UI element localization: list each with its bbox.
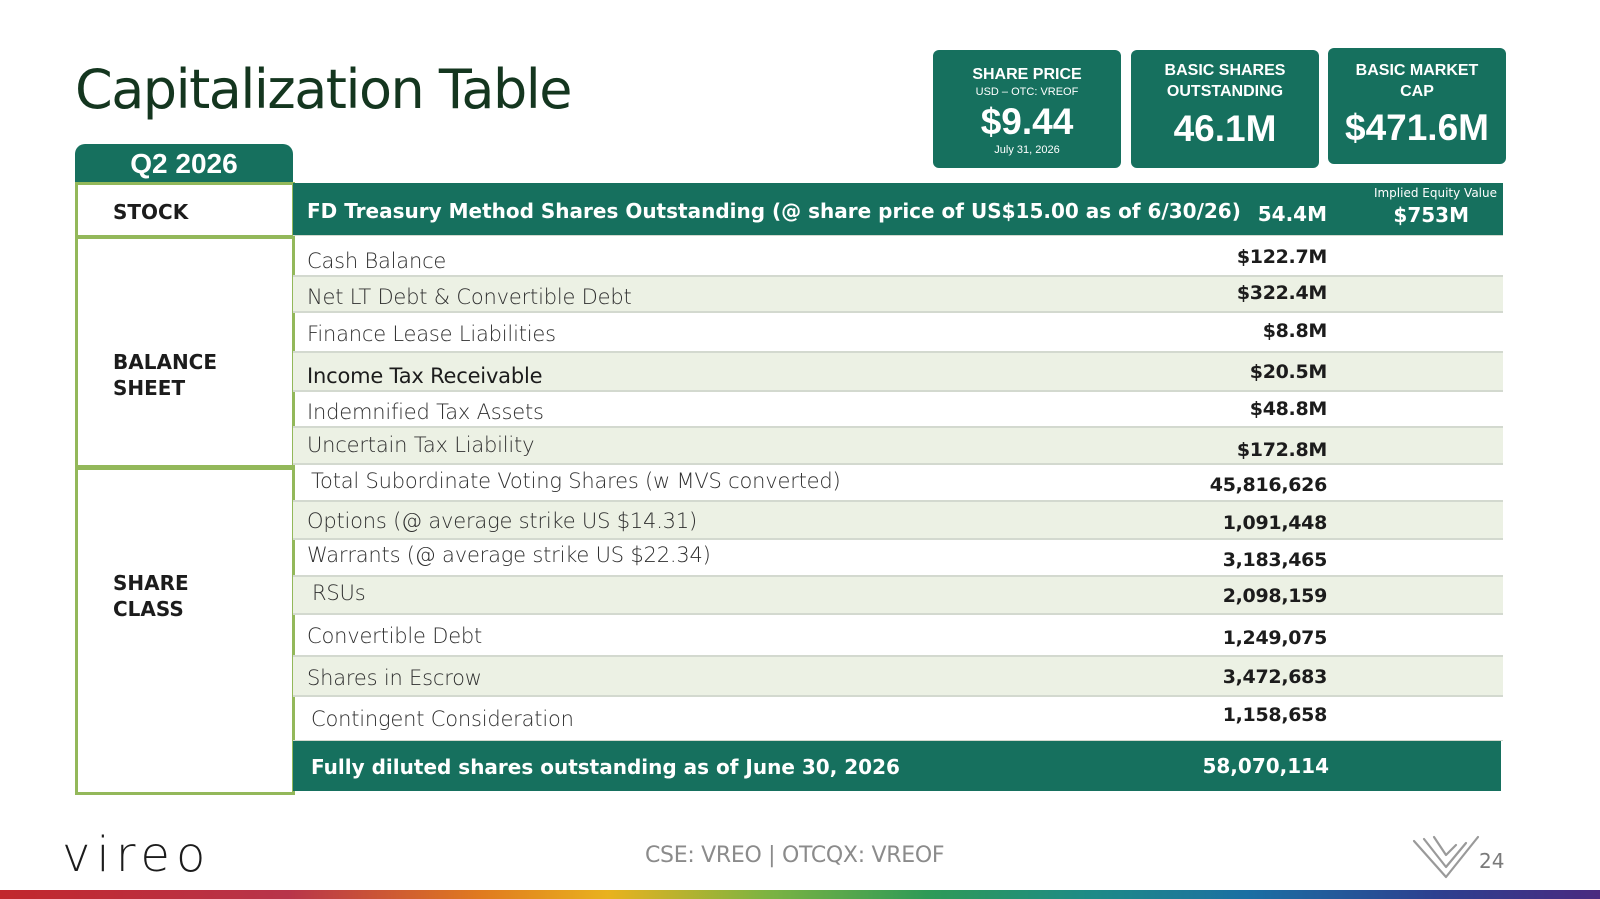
- basic-shares-label: BASIC SHARES OUTSTANDING: [1164, 62, 1286, 100]
- table-row: RSUs 2,098,159: [293, 576, 1503, 614]
- fully-diluted-label: Fully diluted shares outstanding as of J…: [311, 755, 900, 779]
- basic-market-cap-card: BASIC MARKET CAP $471.6M: [1328, 48, 1506, 164]
- table-row: Options (@ average strike US $14.31) 1,0…: [293, 501, 1503, 539]
- fd-treasury-value: 54.4M: [1257, 202, 1327, 226]
- row-label: RSUs: [312, 581, 366, 605]
- row-value: 1,091,448: [1222, 512, 1328, 534]
- table-row: Cash Balance $122.7M: [293, 235, 1503, 276]
- row-label: Contingent Consideration: [311, 707, 574, 731]
- vireo-logo: vireo: [62, 827, 212, 883]
- row-value: $8.8M: [1262, 320, 1328, 342]
- page-number: 24: [1479, 849, 1505, 873]
- implied-equity-label: Implied Equity Value: [1373, 186, 1497, 200]
- basic-shares-card: BASIC SHARES OUTSTANDING 46.1M: [1131, 50, 1319, 168]
- table-row: Shares in Escrow 3,472,683: [293, 656, 1503, 696]
- basic-market-cap-value: $471.6M: [1345, 107, 1489, 148]
- page-title: Capitalization Table: [75, 58, 573, 121]
- section-balance-sheet-label: BALANCE SHEET: [113, 350, 218, 400]
- table-row: Uncertain Tax Liability $172.8M: [293, 427, 1503, 464]
- table-row: Warrants (@ average strike US $22.34) 3,…: [293, 539, 1503, 576]
- row-label: Total Subordinate Voting Shares (w MVS c…: [311, 469, 841, 493]
- row-value: 3,183,465: [1222, 549, 1328, 571]
- fully-diluted-row: Fully diluted shares outstanding as of J…: [293, 741, 1501, 791]
- basic-shares-value: 46.1M: [1173, 108, 1277, 149]
- row-value: 1,158,658: [1222, 704, 1328, 726]
- row-label: Uncertain Tax Liability: [307, 433, 535, 457]
- fd-treasury-row: FD Treasury Method Shares Outstanding (@…: [293, 183, 1503, 235]
- section-share-class-label: SHARE CLASS: [113, 571, 189, 621]
- section-share-class: SHARE CLASS: [75, 467, 295, 795]
- share-price-exchange: USD – OTC: VREOF: [975, 86, 1079, 98]
- table-row: Finance Lease Liabilities $8.8M: [293, 312, 1503, 352]
- fully-diluted-value: 58,070,114: [1202, 754, 1329, 778]
- row-value: 2,098,159: [1222, 585, 1328, 607]
- row-label: Indemnified Tax Assets: [307, 400, 544, 424]
- row-value: $322.4M: [1236, 282, 1327, 304]
- row-label: Options (@ average strike US $14.31): [307, 509, 697, 533]
- row-value: 1,249,075: [1222, 627, 1328, 649]
- share-price-card: SHARE PRICE USD – OTC: VREOF $9.44 July …: [933, 50, 1121, 168]
- table-row: Net LT Debt & Convertible Debt $322.4M: [293, 276, 1503, 312]
- row-value: 45,816,626: [1209, 474, 1328, 496]
- section-balance-sheet: BALANCE SHEET: [75, 236, 295, 468]
- row-label: Convertible Debt: [307, 624, 483, 648]
- fd-treasury-label: FD Treasury Method Shares Outstanding (@…: [307, 199, 1241, 223]
- row-label: Net LT Debt & Convertible Debt: [307, 285, 632, 309]
- row-value: 3,472,683: [1222, 666, 1328, 688]
- vireo-v-mark-icon: [1412, 835, 1480, 879]
- row-value: $20.5M: [1249, 361, 1328, 383]
- row-label: Warrants (@ average strike US $22.34): [307, 543, 711, 567]
- rainbow-footer-bar: [0, 890, 1600, 899]
- row-value: $172.8M: [1236, 439, 1327, 461]
- row-value: $122.7M: [1236, 246, 1327, 268]
- share-price-date: July 31, 2026: [994, 144, 1060, 156]
- table-row: Income Tax Receivable $20.5M: [293, 352, 1503, 391]
- share-price-value: $9.44: [980, 101, 1074, 142]
- row-label: Cash Balance: [307, 249, 447, 273]
- table-row: Indemnified Tax Assets $48.8M: [293, 391, 1503, 427]
- table-row: Contingent Consideration 1,158,658: [293, 696, 1503, 741]
- row-label: Finance Lease Liabilities: [307, 322, 556, 346]
- section-stock: STOCK: [75, 182, 295, 238]
- row-label: Shares in Escrow: [307, 666, 482, 690]
- quarter-tab: Q2 2026: [75, 144, 293, 182]
- implied-equity-value: $753M: [1393, 203, 1469, 227]
- share-price-label: SHARE PRICE: [972, 66, 1082, 83]
- table-row: Convertible Debt 1,249,075: [293, 614, 1503, 656]
- table-row: Total Subordinate Voting Shares (w MVS c…: [293, 464, 1503, 501]
- row-value: $48.8M: [1249, 398, 1328, 420]
- section-stock-label: STOCK: [113, 200, 189, 224]
- row-label: Income Tax Receivable: [307, 364, 543, 388]
- basic-market-cap-label: BASIC MARKET CAP: [1355, 62, 1479, 100]
- ticker-text: CSE: VREO | OTCQX: VREOF: [645, 843, 945, 868]
